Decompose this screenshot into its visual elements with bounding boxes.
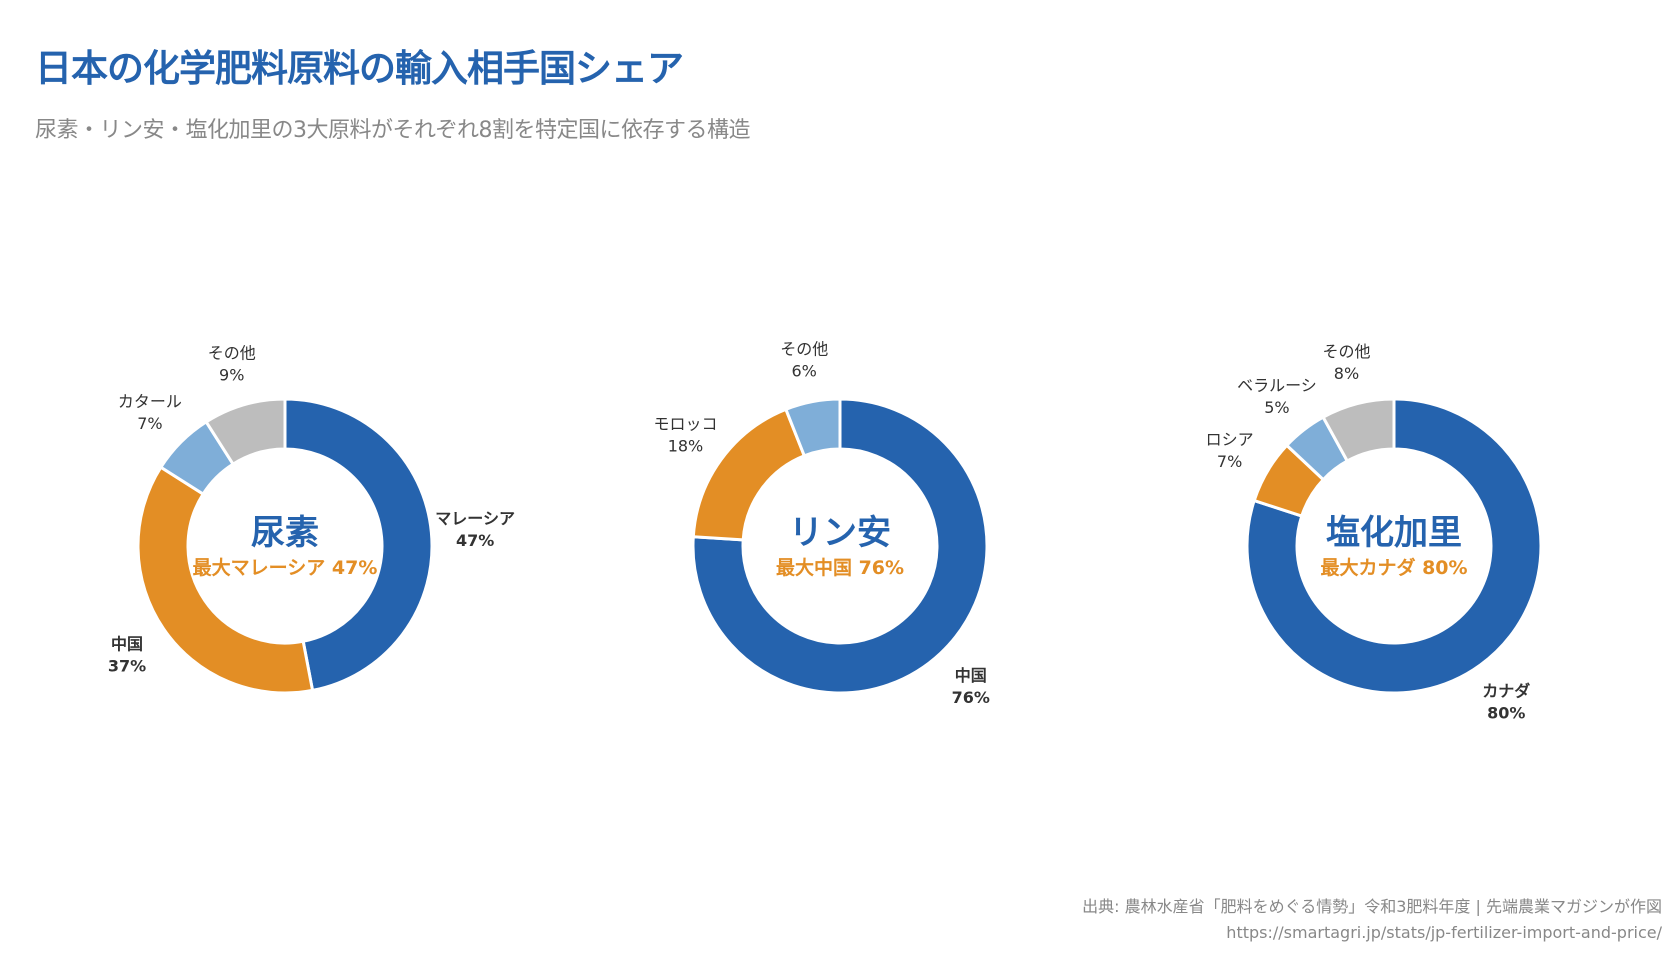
page-title: 日本の化学肥料原料の輸入相手国シェア	[35, 47, 684, 90]
slice-value-label: 76%	[952, 688, 990, 707]
source-url[interactable]: https://smartagri.jp/stats/jp-fertilizer…	[1226, 923, 1662, 942]
slice-label: モロッコ	[653, 415, 717, 434]
slice-label: 中国	[111, 634, 143, 653]
slice-value-label: 7%	[137, 414, 162, 433]
slice-label: その他	[1322, 342, 1370, 361]
source-citation: 出典: 農林水産省「肥料をめぐる情勢」令和3肥料年度 | 先端農業マガジンが作図	[1082, 897, 1662, 916]
donut-slice	[783, 397, 842, 458]
source-note: 出典: 農林水産省「肥料をめぐる情勢」令和3肥料年度 | 先端農業マガジンが作図…	[1082, 894, 1662, 946]
donut-center-title: 塩化加里	[1326, 513, 1462, 553]
donut-center-subtitle: 最大マレーシア 47%	[193, 556, 378, 579]
slice-value-label: 7%	[1217, 452, 1242, 471]
slice-label: カナダ	[1482, 682, 1530, 701]
slice-label: ベラルーシ	[1237, 376, 1317, 395]
slice-value-label: 5%	[1264, 398, 1289, 417]
slice-value-label: 6%	[792, 361, 817, 380]
donut-center-subtitle: 最大中国 76%	[776, 556, 904, 579]
donut-slice	[283, 397, 434, 693]
slice-label: その他	[780, 339, 828, 358]
donut-slice	[1321, 397, 1396, 464]
slice-label: 中国	[955, 666, 987, 685]
donut-slice	[1245, 397, 1543, 695]
slice-label: マレーシア	[435, 509, 515, 528]
page-subtitle: 尿素・リン安・塩化加里の3大原料がそれぞれ8割を特定国に依存する構造	[35, 118, 751, 143]
slice-value-label: 47%	[456, 531, 494, 550]
donut-slice	[691, 397, 989, 695]
donut-slice	[136, 465, 315, 695]
slice-label: カタール	[118, 392, 182, 411]
donut-center-title: 尿素	[251, 513, 319, 553]
slice-value-label: 80%	[1487, 704, 1525, 723]
donut-slice	[204, 397, 287, 467]
slice-value-label: 8%	[1334, 364, 1359, 383]
slice-value-label: 37%	[108, 656, 146, 675]
slice-label: その他	[208, 344, 256, 363]
slice-label: ロシア	[1206, 430, 1254, 449]
slice-value-label: 9%	[219, 366, 244, 385]
slice-value-label: 18%	[668, 437, 704, 456]
donut-center-title: リン安	[789, 513, 891, 553]
donut-center-subtitle: 最大カナダ 80%	[1320, 556, 1467, 579]
